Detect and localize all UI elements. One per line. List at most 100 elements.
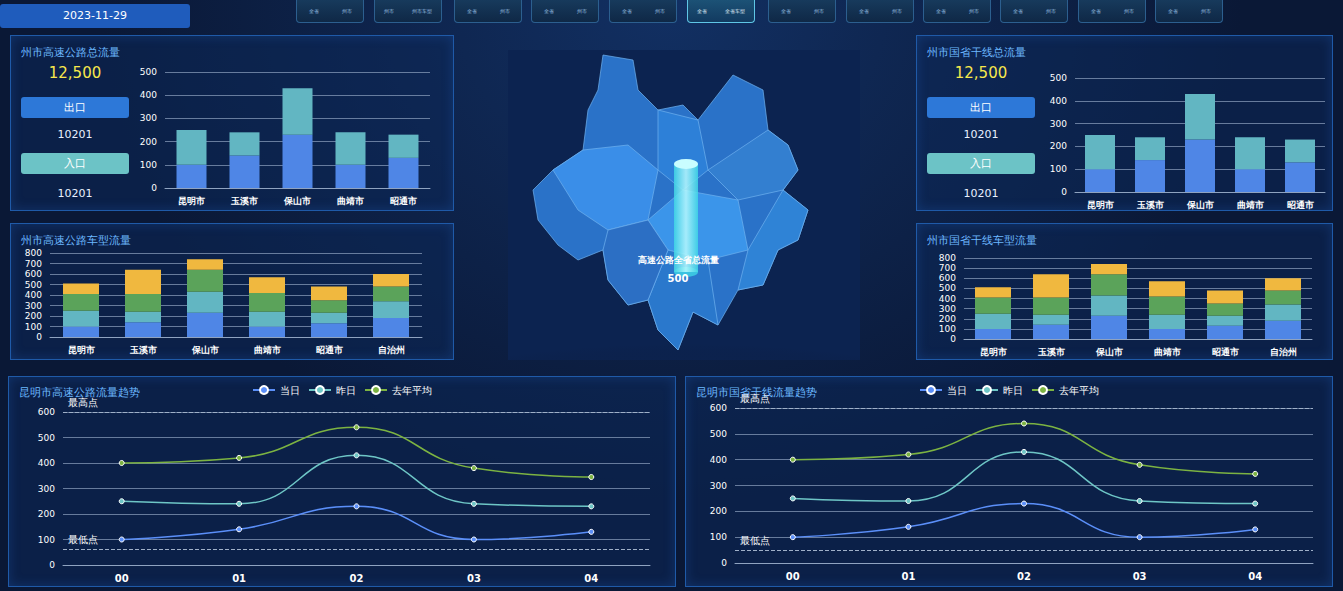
svg-text:100: 100	[25, 322, 42, 332]
svg-text:0: 0	[721, 558, 727, 568]
svg-text:500: 500	[939, 283, 956, 293]
html-text:12,500: 12,500	[48, 64, 102, 82]
svg-text:保山市: 保山市	[191, 345, 219, 355]
svg-text:800: 800	[25, 248, 42, 258]
svg-text:曲靖市: 曲靖市	[254, 345, 281, 355]
html-text:10201: 10201	[963, 128, 999, 141]
svg-text:0: 0	[950, 334, 956, 344]
svg-text:300: 300	[140, 113, 157, 123]
svg-text:03: 03	[467, 573, 481, 584]
svg-text:100: 100	[710, 532, 727, 542]
svg-text:800: 800	[939, 253, 956, 263]
html-text:10201: 10201	[57, 128, 93, 141]
svg-text:昨日: 昨日	[336, 385, 356, 396]
svg-text:昨日: 昨日	[1003, 385, 1023, 396]
svg-text:100: 100	[38, 535, 55, 545]
svg-text:02: 02	[350, 573, 364, 584]
svg-text:去年平均: 去年平均	[392, 385, 432, 396]
svg-text:昭通市: 昭通市	[390, 196, 417, 206]
svg-text:400: 400	[710, 455, 727, 465]
svg-text:00: 00	[786, 571, 800, 582]
svg-text:昆明市: 昆明市	[980, 347, 1007, 357]
svg-text:00: 00	[115, 573, 129, 584]
svg-text:500: 500	[140, 67, 157, 77]
svg-text:100: 100	[1050, 164, 1067, 174]
svg-text:昆明市: 昆明市	[1087, 200, 1114, 210]
html-text:入口: 入口	[970, 157, 992, 170]
svg-text:玉溪市: 玉溪市	[129, 345, 157, 355]
html-text:出口: 出口	[970, 101, 992, 114]
svg-text:自治州: 自治州	[378, 345, 405, 355]
svg-text:保山市: 保山市	[1095, 347, 1123, 357]
svg-text:最高点: 最高点	[740, 393, 770, 404]
svg-text:最低点: 最低点	[68, 534, 98, 545]
svg-text:600: 600	[25, 269, 42, 279]
svg-text:100: 100	[939, 324, 956, 334]
svg-text:200: 200	[25, 311, 42, 321]
svg-text:昆明市: 昆明市	[68, 345, 95, 355]
svg-text:最高点: 最高点	[68, 397, 98, 408]
svg-text:玉溪市: 玉溪市	[1136, 200, 1164, 210]
svg-text:0: 0	[1061, 187, 1067, 197]
svg-text:04: 04	[584, 573, 598, 584]
svg-text:保山市: 保山市	[283, 196, 311, 206]
svg-text:200: 200	[1050, 141, 1067, 151]
svg-text:400: 400	[140, 90, 157, 100]
svg-text:自治州: 自治州	[1270, 347, 1297, 357]
svg-text:400: 400	[1050, 96, 1067, 106]
svg-text:昭通市: 昭通市	[1212, 347, 1239, 357]
html-text:出口: 出口	[64, 101, 86, 114]
svg-text:600: 600	[38, 407, 55, 417]
svg-text:200: 200	[38, 509, 55, 519]
svg-text:保山市: 保山市	[1186, 200, 1214, 210]
svg-text:0: 0	[151, 183, 157, 193]
svg-text:02: 02	[1017, 571, 1031, 582]
svg-text:200: 200	[710, 506, 727, 516]
svg-text:昭通市: 昭通市	[1287, 200, 1314, 210]
svg-text:500: 500	[25, 280, 42, 290]
svg-text:去年平均: 去年平均	[1059, 385, 1099, 396]
svg-text:400: 400	[939, 294, 956, 304]
svg-text:600: 600	[710, 403, 727, 413]
svg-text:01: 01	[232, 573, 246, 584]
html-text:州市国省干线总流量: 州市国省干线总流量	[927, 46, 1026, 59]
svg-text:04: 04	[1248, 571, 1262, 582]
svg-text:300: 300	[710, 481, 727, 491]
svg-text:当日: 当日	[280, 385, 300, 396]
svg-text:400: 400	[38, 458, 55, 468]
svg-text:500: 500	[38, 433, 55, 443]
svg-text:最低点: 最低点	[740, 535, 770, 546]
svg-text:600: 600	[939, 273, 956, 283]
html-text:入口: 入口	[64, 157, 86, 170]
svg-text:曲靖市: 曲靖市	[337, 196, 364, 206]
svg-text:昆明市: 昆明市	[178, 196, 205, 206]
svg-text:700: 700	[939, 263, 956, 273]
svg-text:03: 03	[1133, 571, 1147, 582]
html-text:2023-11-29: 2023-11-29	[63, 9, 127, 22]
html-text:10201: 10201	[57, 187, 93, 200]
svg-text:500: 500	[710, 429, 727, 439]
svg-text:0: 0	[49, 560, 55, 570]
svg-text:300: 300	[939, 304, 956, 314]
svg-text:曲靖市: 曲靖市	[1154, 347, 1181, 357]
svg-text:曲靖市: 曲靖市	[1237, 200, 1264, 210]
svg-text:300: 300	[38, 484, 55, 494]
svg-text:700: 700	[25, 259, 42, 269]
html-text:10201: 10201	[963, 187, 999, 200]
svg-text:300: 300	[1050, 119, 1067, 129]
svg-text:玉溪市: 玉溪市	[230, 196, 258, 206]
svg-text:500: 500	[1050, 73, 1067, 83]
svg-text:100: 100	[140, 160, 157, 170]
svg-text:300: 300	[25, 301, 42, 311]
svg-text:400: 400	[25, 290, 42, 300]
svg-text:200: 200	[140, 137, 157, 147]
html-text:12,500: 12,500	[954, 64, 1008, 82]
html-text:州市高速公路车型流量: 州市高速公路车型流量	[21, 234, 131, 247]
svg-text:当日: 当日	[947, 385, 967, 396]
svg-text:玉溪市: 玉溪市	[1037, 347, 1065, 357]
svg-text:200: 200	[939, 314, 956, 324]
svg-text:0: 0	[36, 332, 42, 342]
svg-text:昭通市: 昭通市	[316, 345, 343, 355]
html-text:州市高速公路总流量: 州市高速公路总流量	[21, 46, 120, 59]
svg-text:01: 01	[901, 571, 915, 582]
